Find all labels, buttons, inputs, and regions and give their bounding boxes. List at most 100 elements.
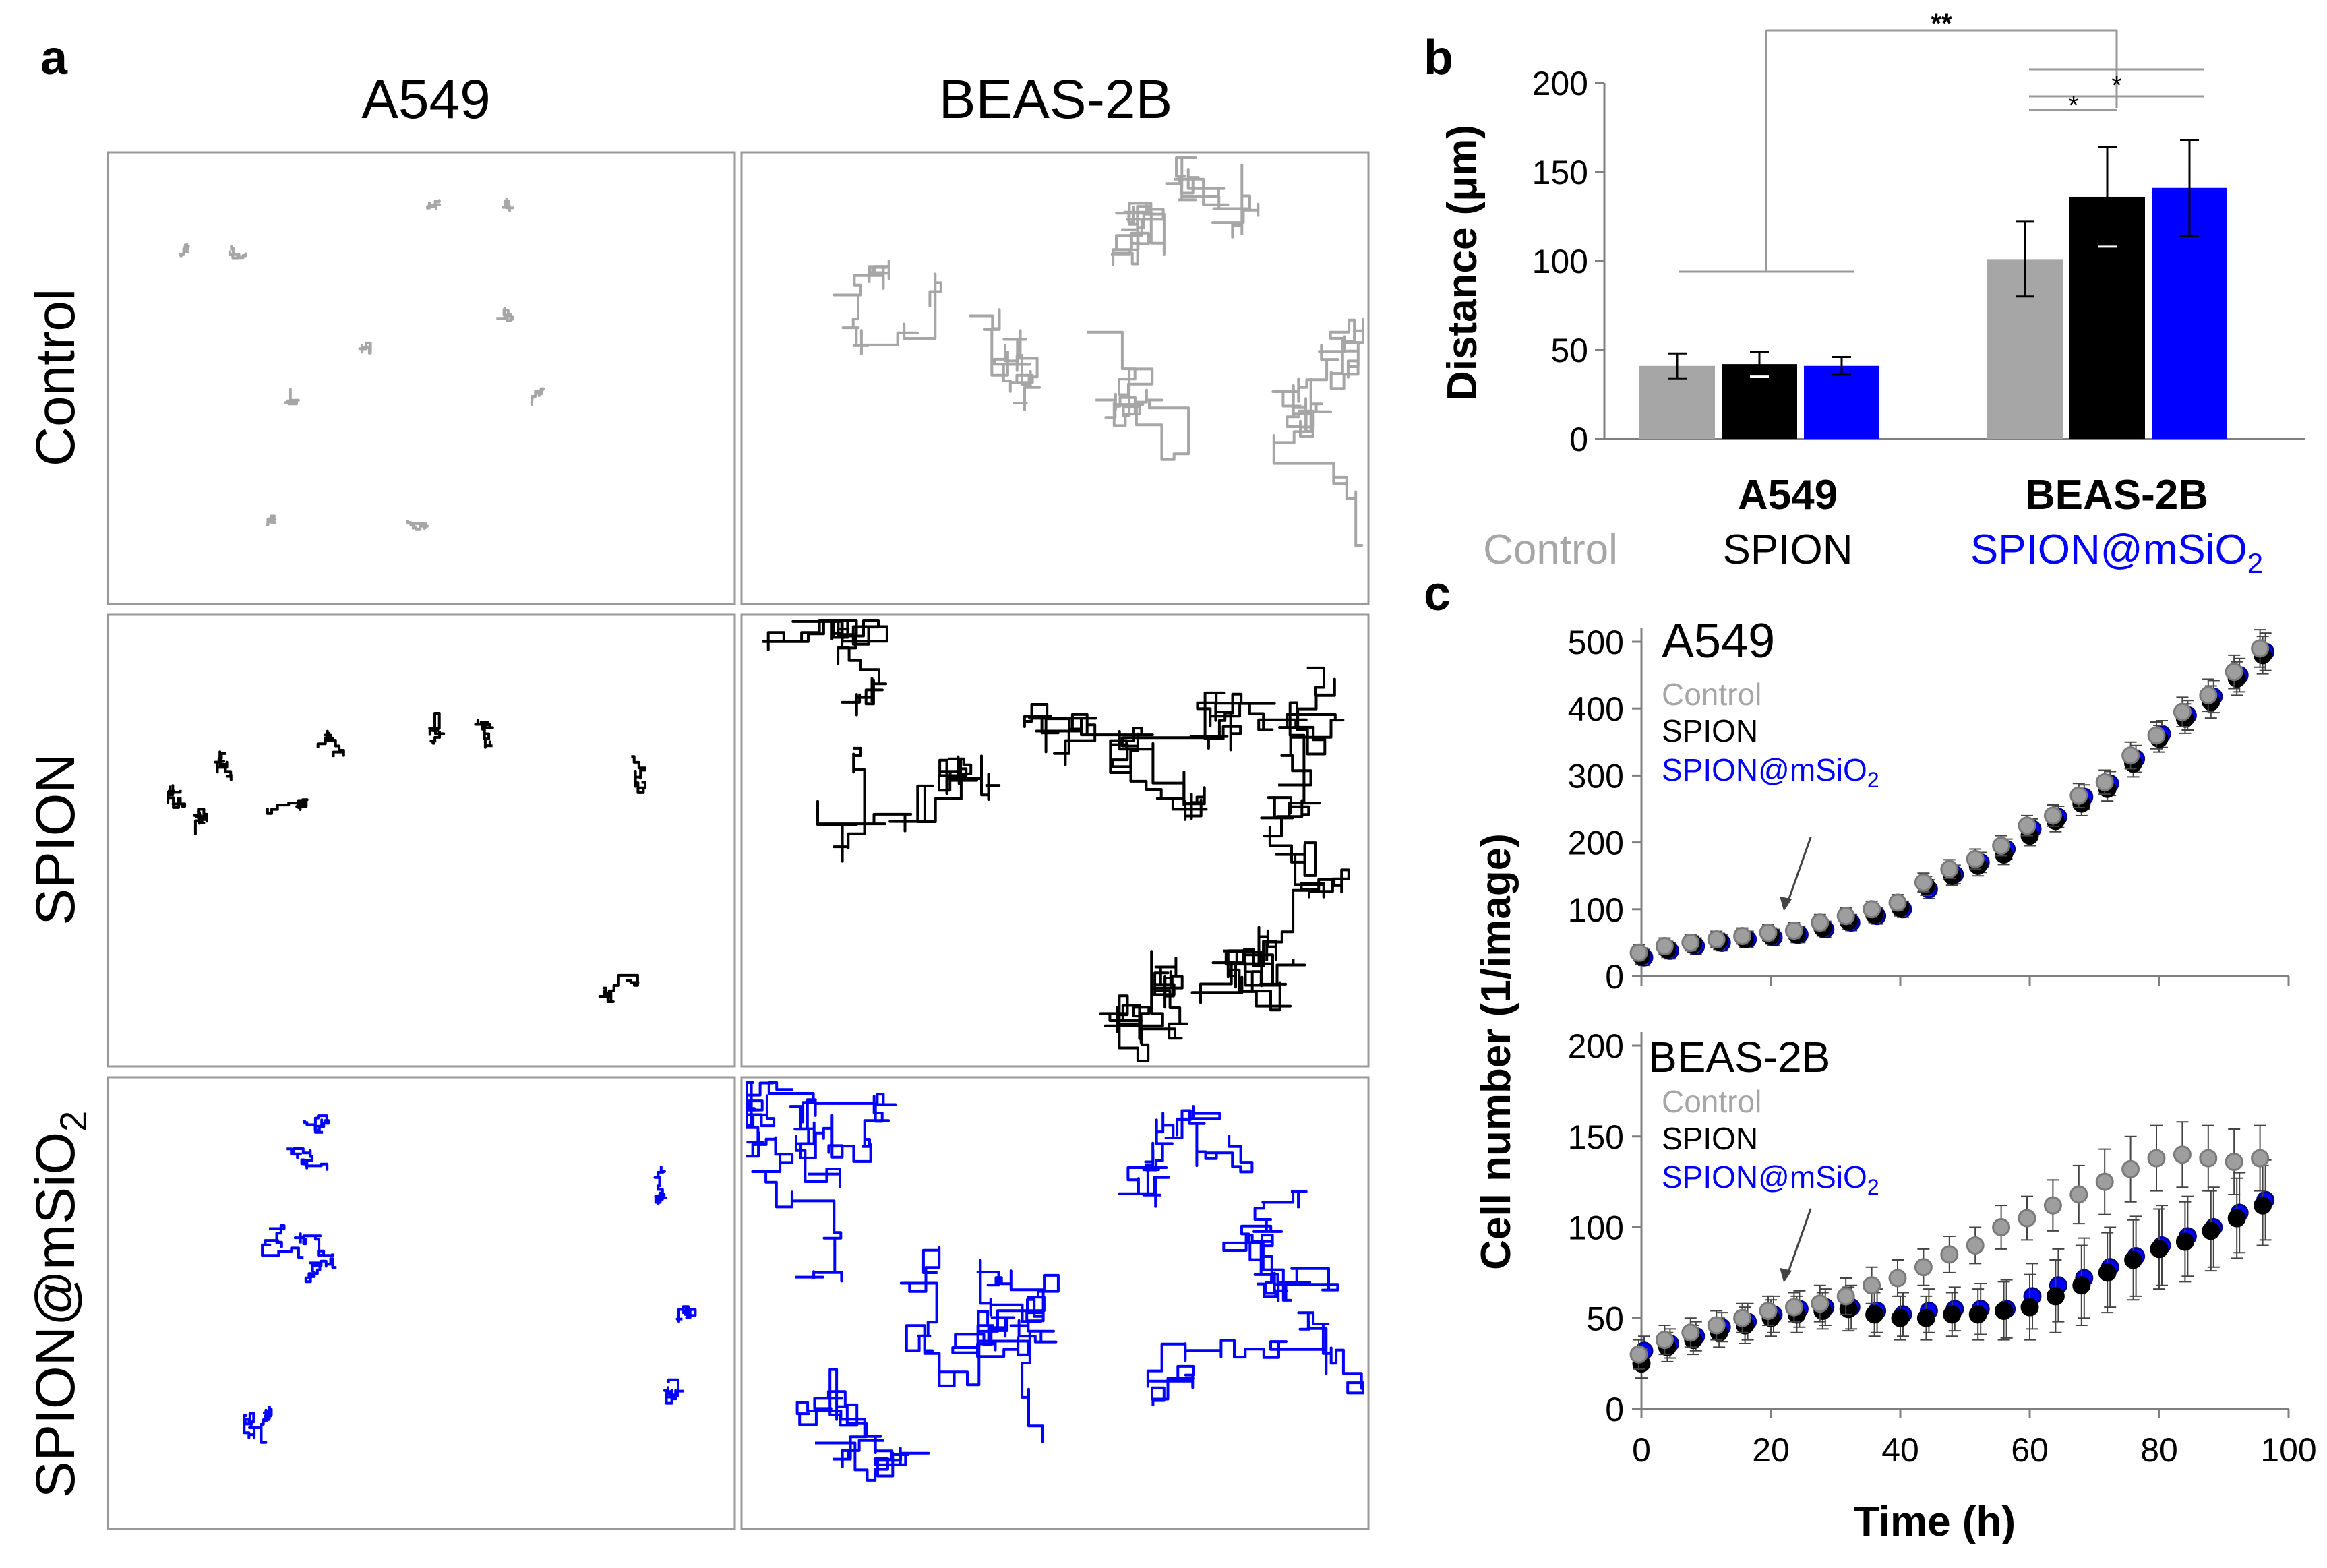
track-beas-spion <box>762 619 888 717</box>
b-bars <box>1639 138 2227 439</box>
c-top-point-control <box>1966 849 1985 868</box>
c-bottom-point-control <box>1655 1331 1674 1350</box>
c-bottom-point-control <box>1733 1308 1752 1327</box>
c-top-point-control <box>2225 663 2243 682</box>
c-bottom-x-tick-label: 80 <box>2140 1431 2178 1469</box>
c-bottom-point-spion <box>1891 1308 1910 1327</box>
track-beas-spion <box>1190 926 1306 1012</box>
track-panel-a549-mspion <box>107 1076 736 1530</box>
track-panel-a549-control <box>107 151 736 605</box>
c-top-legend-mspion: SPION@mSiO2 <box>1662 752 1879 792</box>
track-a549-control <box>179 243 190 258</box>
c-bottom-point-spion <box>1995 1301 2014 1320</box>
c-bottom-point-control <box>1759 1301 1778 1320</box>
c-bottom-point-spion <box>2098 1263 2117 1282</box>
b-y-tick-label: 200 <box>1532 65 1588 102</box>
c-bottom-point-spion <box>1916 1308 1935 1327</box>
c-bottom-legend-control: Control <box>1662 1084 1761 1119</box>
track-beas-mspion <box>746 1081 843 1283</box>
b-category-a549: A549 <box>1738 472 1838 518</box>
col-header-beas2b: BEAS-2B <box>939 69 1172 130</box>
row-header-mspion: SPION@mSiO2 <box>25 1111 94 1499</box>
track-a549-control <box>266 514 277 526</box>
c-bottom-point-control <box>2147 1149 2166 1168</box>
c-bottom-y-tick-label: 50 <box>1586 1300 1624 1337</box>
c-bottom-point-control <box>2251 1149 2270 1168</box>
track-beas-mspion <box>899 1246 1030 1387</box>
b-legend-control: Control <box>1483 526 1618 573</box>
c-top-legend-spion: SPION <box>1662 713 1758 748</box>
track-beas-control <box>1272 378 1364 547</box>
c-bottom-arrow-line <box>1785 1208 1812 1278</box>
track-beas-spion <box>1023 703 1208 821</box>
sig-star-1: * <box>2111 71 2122 100</box>
track-a549-mspion <box>243 1412 260 1439</box>
track-a549-spion <box>167 784 187 809</box>
track-a549-mspion <box>286 1147 329 1171</box>
track-beas-control <box>1271 318 1364 408</box>
track-a549-mspion <box>260 1406 273 1444</box>
c-bottom-point-control <box>1707 1316 1726 1335</box>
c-top-point-control <box>2121 746 2140 765</box>
c-bottom-point-control <box>2225 1152 2243 1171</box>
c-bottom-point-control <box>1888 1269 1907 1288</box>
c-bottom-point-control <box>1863 1276 1881 1295</box>
c-bottom-y-tick-label: 0 <box>1605 1391 1624 1428</box>
c-bottom-legend-spion: SPION <box>1662 1121 1758 1156</box>
track-beas-spion <box>1260 666 1350 961</box>
c-top-point-control <box>1811 913 1830 932</box>
c-bottom-point-spion <box>1943 1305 1962 1324</box>
c-top-y-tick-label: 400 <box>1568 690 1624 728</box>
track-a549-mspion <box>663 1378 685 1405</box>
track-beas-spion <box>1099 950 1188 1062</box>
c-top-y-tick-label: 200 <box>1568 824 1624 862</box>
c-bottom-point-control <box>1914 1258 1933 1277</box>
c-bottom-legend-mspion: SPION@mSiO2 <box>1662 1159 1879 1199</box>
b-axis: 0 50 100 150 200 <box>1532 65 2305 458</box>
track-a549-control <box>406 520 429 531</box>
c-bottom-point-spion <box>2072 1276 2091 1295</box>
c-top-point-control <box>2173 702 2192 721</box>
track-a549-spion <box>193 808 208 836</box>
row-header-spion: SPION <box>25 753 86 925</box>
c-top-point-control <box>1863 900 1881 919</box>
track-beas-control <box>1086 330 1190 461</box>
c-top-point-control <box>2069 786 2088 805</box>
track-a549-spion <box>316 729 345 758</box>
track-beas-spion <box>1111 691 1345 806</box>
b-y-tick-label: 50 <box>1550 332 1588 369</box>
c-y-axis-label: Cell number (1/image) <box>1473 833 1519 1270</box>
c-bottom-x-tick-label: 0 <box>1632 1431 1651 1469</box>
track-a549-control <box>530 387 545 406</box>
track-a549-control <box>358 341 372 355</box>
track-a549-mspion <box>675 1305 697 1323</box>
track-beas-spion <box>816 746 1001 863</box>
track-beas-control <box>1111 201 1166 266</box>
c-top-point-control <box>2095 773 2114 791</box>
track-beas-control <box>1165 156 1260 239</box>
panel-b-letter: b <box>1424 31 1453 85</box>
c-top-point-control <box>2043 806 2062 825</box>
c-top-point-control <box>1992 837 2011 855</box>
panel-c-letter: c <box>1424 567 1451 621</box>
track-a549-control <box>229 245 247 260</box>
track-a549-spion <box>266 798 309 815</box>
track-a549-mspion <box>303 1114 330 1134</box>
c-top-y-tick-label: 500 <box>1568 624 1624 661</box>
b-y-axis-label: Distance (μm) <box>1439 125 1486 401</box>
c-bottom-y-tick-label: 150 <box>1568 1118 1624 1156</box>
track-a549-mspion <box>293 1232 334 1257</box>
c-bottom-point-spion <box>1865 1305 1884 1324</box>
bar-mspion-a549 <box>1804 365 1879 439</box>
c-bottom-point-spion <box>2124 1250 2143 1269</box>
c-top-point-control <box>1784 922 1803 940</box>
track-grid <box>107 151 1370 1530</box>
b-legend-mspion: SPION@mSiO2 <box>1970 526 2263 579</box>
c-top-point-control <box>1707 930 1726 948</box>
c-top-point-control <box>2199 686 2218 704</box>
track-a549-control <box>426 199 442 211</box>
c-bottom-point-spion <box>2202 1222 2220 1240</box>
c-bottom-point-spion <box>2020 1298 2039 1317</box>
c-bottom-point-control <box>2018 1209 2036 1228</box>
panel-c: c Cell number (1/image) 0100200300400500… <box>1424 567 2317 1545</box>
